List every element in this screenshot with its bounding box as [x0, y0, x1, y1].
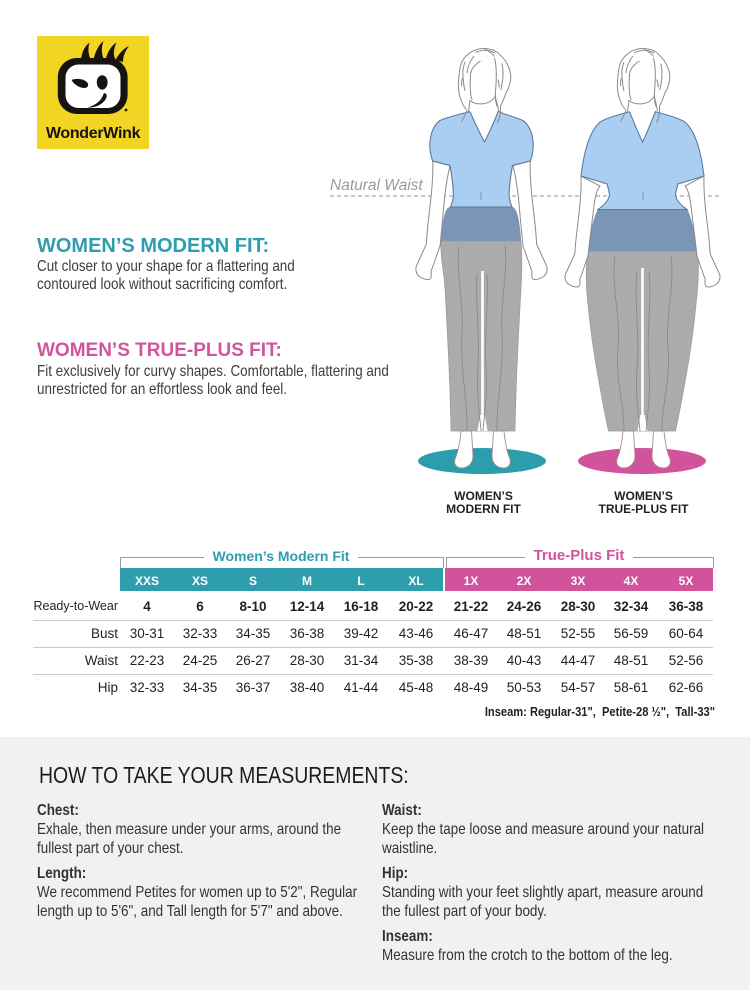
svg-text:WonderWink: WonderWink: [46, 125, 141, 142]
